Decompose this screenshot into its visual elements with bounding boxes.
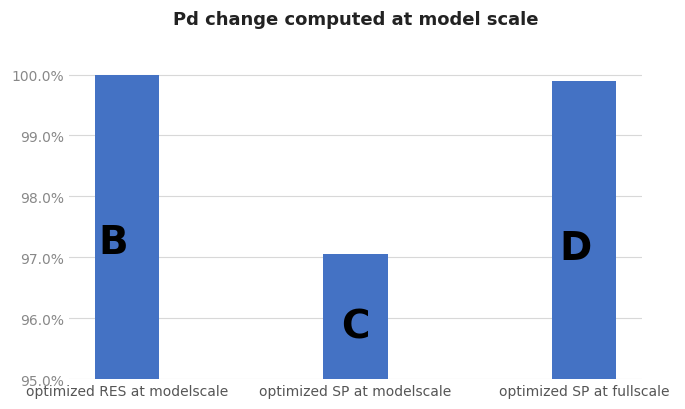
- Text: B: B: [98, 223, 128, 261]
- Text: C: C: [341, 308, 370, 346]
- Bar: [552, 81, 616, 379]
- Title: Pd change computed at model scale: Pd change computed at model scale: [173, 11, 538, 29]
- Text: D: D: [559, 229, 591, 267]
- Bar: [323, 254, 388, 379]
- Bar: [95, 75, 159, 379]
